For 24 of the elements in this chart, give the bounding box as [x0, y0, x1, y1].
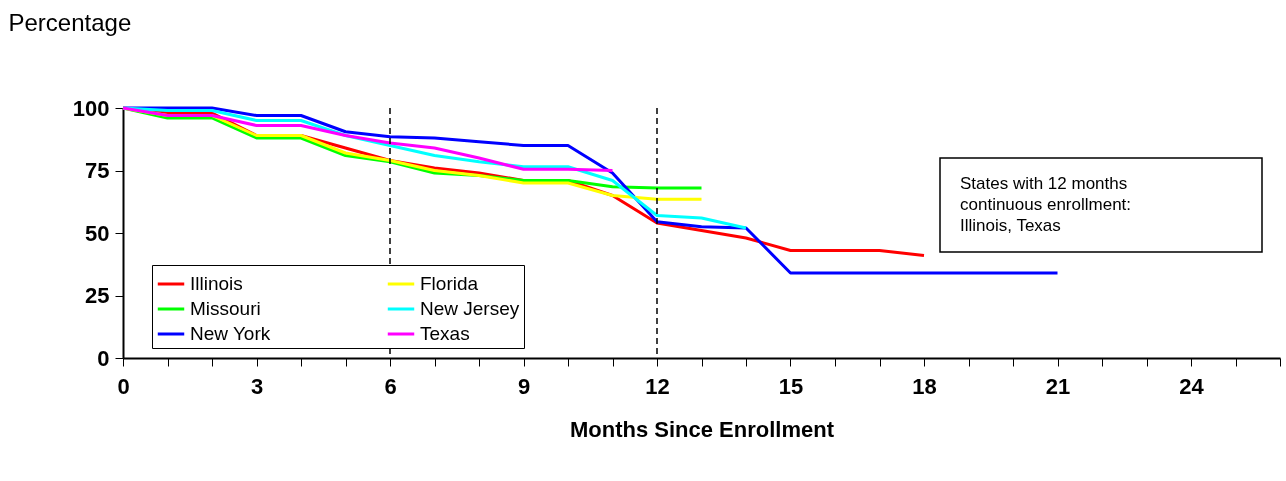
legend-label: Missouri	[190, 298, 261, 319]
x-tick-label: 24	[1179, 373, 1205, 399]
x-tick-label: 21	[1045, 373, 1071, 399]
y-tick-label: 0	[97, 345, 110, 371]
x-tick-label: 9	[517, 373, 531, 399]
legend-label: New York	[190, 323, 271, 344]
y-axis-title: Percentage	[8, 8, 132, 36]
y-tick-label: 75	[85, 158, 110, 183]
line-series	[121, 106, 614, 172]
annotation: States with 12 months continuous enrollment: Illinois, Texas	[960, 174, 1132, 235]
x-tick-label: 3	[250, 373, 264, 399]
x-tick-label: 6	[384, 373, 397, 399]
x-tick-label: 12	[645, 373, 670, 399]
legend-label: Florida	[420, 273, 479, 294]
legend-label: New Jersey	[420, 298, 520, 319]
y-tick-label: 100	[72, 95, 110, 121]
y-tick-label: 25	[85, 283, 110, 308]
x-axis-title: Months Since Enrollment	[569, 416, 835, 442]
y-tick-label: 50	[85, 220, 110, 246]
x-tick-label: 0	[117, 373, 130, 399]
legend-label: Texas	[420, 323, 470, 344]
legend-label: Illinois	[190, 273, 243, 294]
x-tick-label: 15	[778, 373, 804, 399]
x-tick-label: 18	[912, 373, 937, 399]
